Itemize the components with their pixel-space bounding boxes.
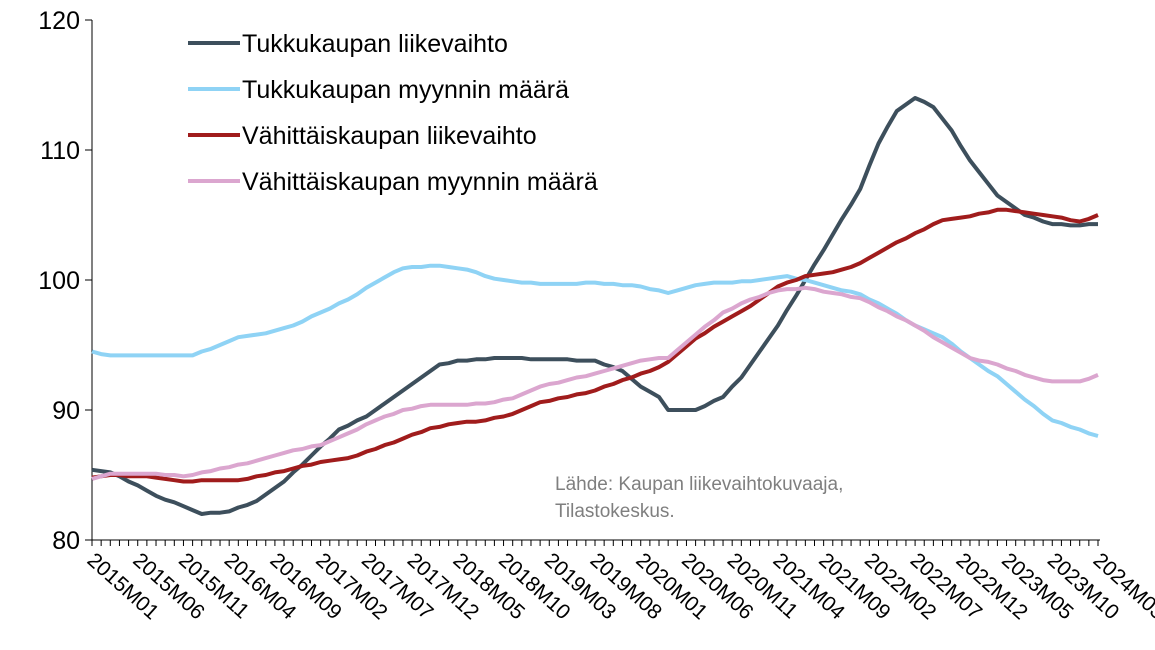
y-tick-label: 90: [52, 397, 80, 425]
legend-label: Vähittäiskaupan myynnin määrä: [242, 168, 598, 196]
source-note: Lähde: Kaupan liikevaihtokuvaaja,: [555, 474, 843, 495]
series-line: [91, 263, 1099, 438]
legend-label: Tukkukaupan liikevaihto: [242, 30, 508, 58]
legend-label: Tukkukaupan myynnin määrä: [242, 76, 569, 104]
legend-label: Vähittäiskaupan liikevaihto: [242, 122, 537, 150]
series-line: [91, 285, 1099, 481]
series-line: [91, 96, 1098, 516]
y-tick-label: 100: [38, 267, 80, 295]
source-note: Tilastokeskus.: [555, 501, 675, 522]
y-tick-label: 120: [38, 7, 80, 35]
series-line: [91, 207, 1099, 484]
y-tick-label: 110: [40, 137, 80, 165]
y-tick-label: 80: [52, 527, 80, 555]
